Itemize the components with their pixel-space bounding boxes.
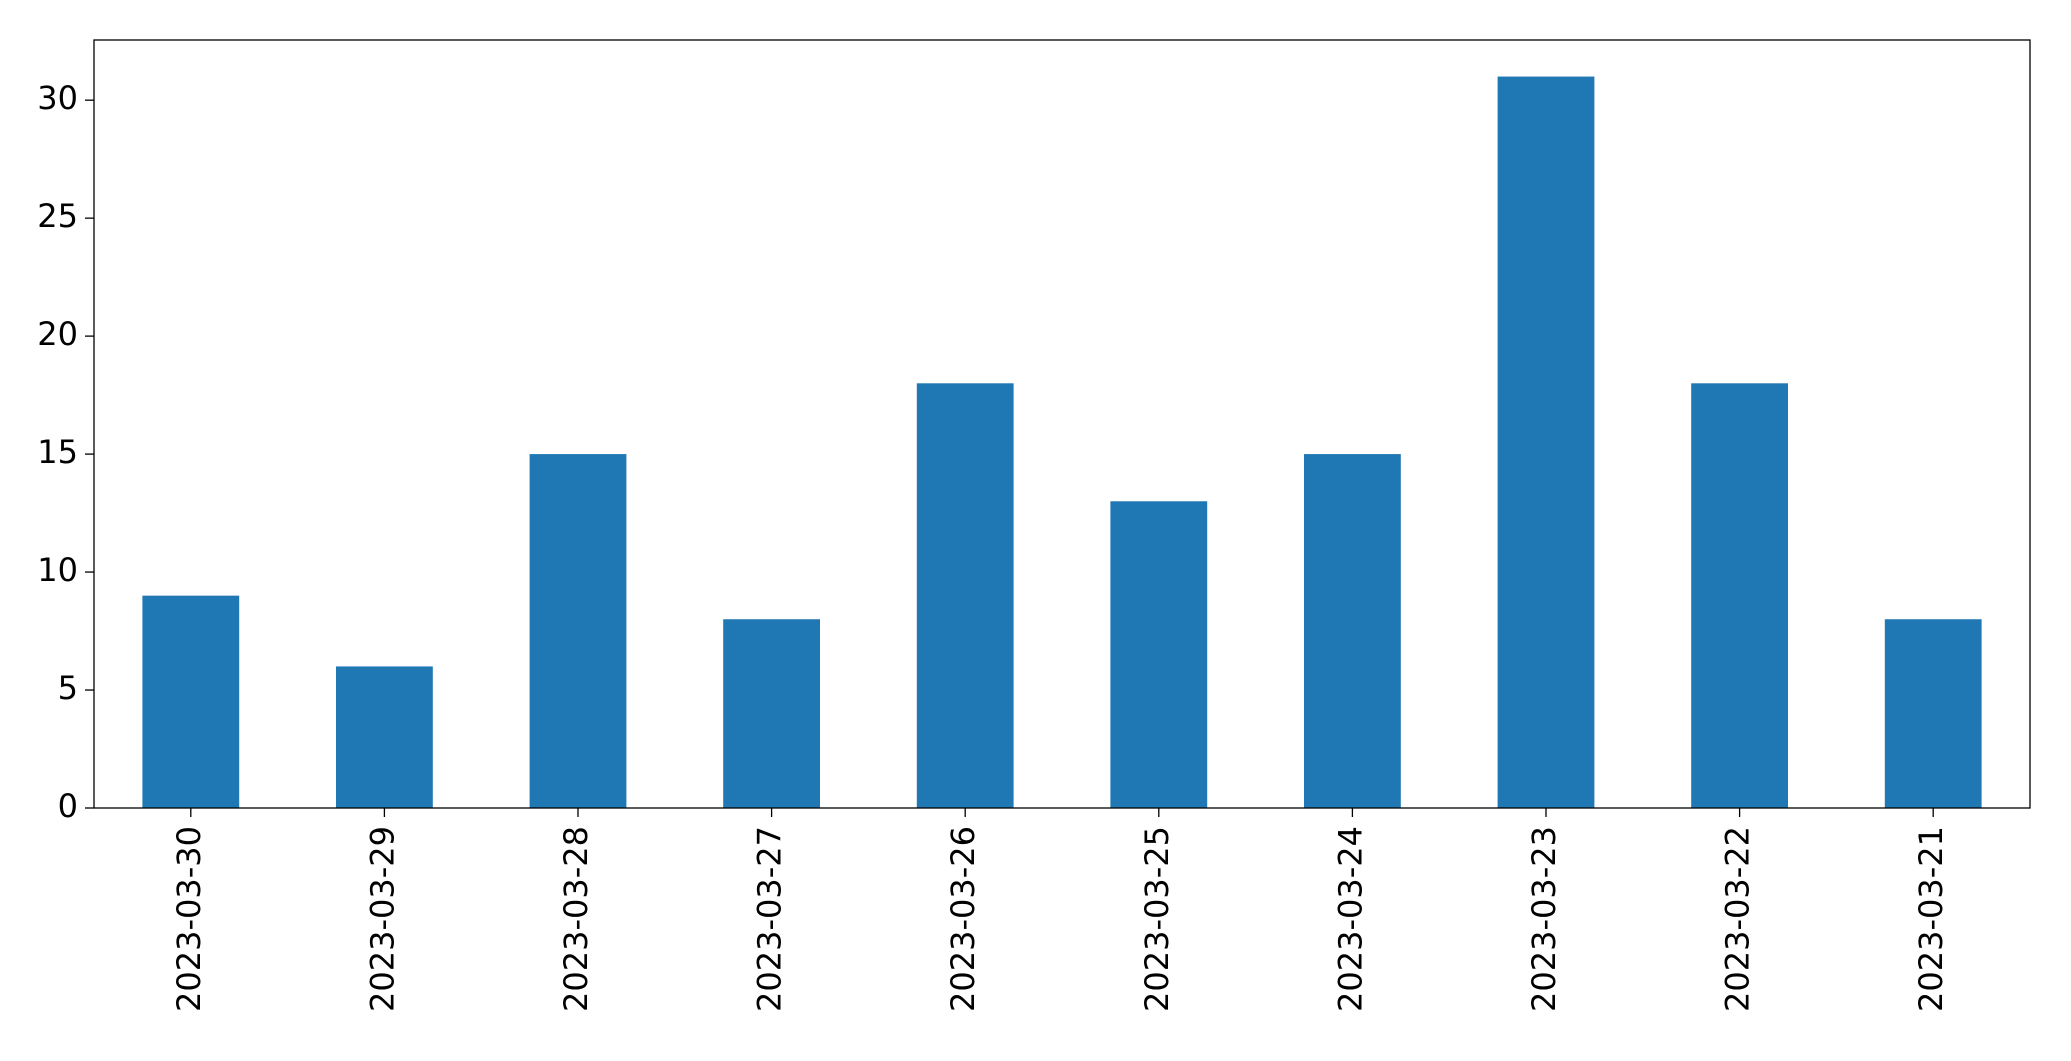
x-tick-label: 2023-03-26 [944, 826, 982, 1012]
x-tick-label: 2023-03-21 [1912, 826, 1950, 1012]
bar [1497, 76, 1595, 809]
y-tick-label: 30 [37, 79, 78, 117]
bar [916, 383, 1014, 808]
x-tick-label: 2023-03-25 [1138, 826, 1176, 1012]
y-tick-label: 25 [37, 197, 78, 235]
x-tick-label: 2023-03-27 [751, 826, 789, 1012]
x-tick-label: 2023-03-29 [363, 826, 401, 1012]
bar [1304, 454, 1401, 808]
bar [1110, 501, 1208, 808]
x-tick-label: 2023-03-30 [170, 826, 208, 1012]
x-tick-label: 2023-03-24 [1331, 826, 1369, 1012]
x-tick-label: 2023-03-23 [1525, 826, 1563, 1012]
y-tick-label: 20 [37, 315, 78, 353]
bar [723, 619, 820, 808]
bar [529, 454, 627, 808]
y-tick-label: 5 [58, 669, 78, 707]
y-tick-label: 15 [37, 433, 78, 471]
x-tick-label: 2023-03-28 [557, 826, 595, 1012]
y-tick-label: 0 [58, 787, 78, 825]
bar [1884, 619, 1982, 808]
y-tick-label: 10 [37, 551, 78, 589]
bar [142, 595, 240, 808]
x-tick-label: 2023-03-22 [1719, 826, 1757, 1012]
plot-frame [93, 39, 2031, 809]
bar [1691, 383, 1788, 808]
bar [336, 666, 433, 808]
